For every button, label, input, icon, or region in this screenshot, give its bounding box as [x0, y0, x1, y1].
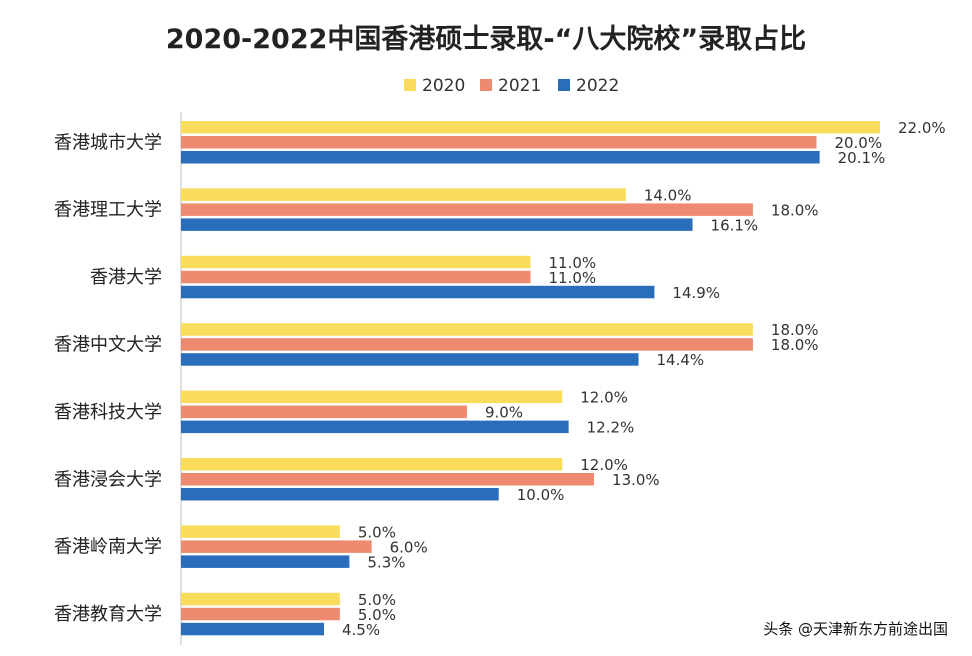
- bar-2021: [181, 338, 753, 351]
- category-label: 香港岭南大学: [54, 537, 162, 558]
- legend-swatch-2022: [558, 79, 570, 91]
- bar-2021: [181, 540, 372, 553]
- category-label: 香港大学: [90, 267, 162, 288]
- bar-2020: [181, 323, 753, 336]
- data-label-2022: 14.4%: [657, 351, 705, 369]
- bar-2020: [181, 188, 626, 201]
- data-label-2022: 12.2%: [587, 419, 635, 437]
- watermark-text: 头条 @天津新东方前途出国: [763, 620, 948, 638]
- category-label: 香港中文大学: [54, 334, 162, 355]
- bars-group: 香港城市大学 22.0% 20.0%20.1% 香港理工大学 14.0% 18.0% 16.…: [54, 119, 946, 639]
- bar-2021: [181, 607, 340, 621]
- bar-2020: [181, 121, 880, 134]
- data-label-2021: 13.0%: [612, 471, 660, 489]
- bar-2021: [181, 203, 753, 216]
- data-label-2022: 10.0%: [517, 486, 565, 504]
- legend-swatch-2020: [404, 79, 416, 91]
- bar-2020: [181, 592, 340, 606]
- data-label-2021: 11.0%: [549, 269, 597, 287]
- data-label-2020: 5.0%: [358, 523, 396, 541]
- data-label-2021: 18.0%: [771, 201, 819, 219]
- data-label-2022: 5.3%: [367, 553, 405, 571]
- legend-swatch-2021: [480, 79, 492, 91]
- data-label-2020: 22.0%: [898, 119, 946, 137]
- bar-2022: [181, 151, 820, 164]
- legend-label-2020: 2020: [422, 76, 465, 96]
- data-label-2021: 6.0%: [390, 538, 428, 556]
- data-label-2020: 18.0%: [771, 321, 819, 339]
- data-label-2020: 11.0%: [549, 254, 597, 272]
- bar-2020: [181, 255, 531, 269]
- bar-2022: [181, 622, 324, 636]
- bar-2021: [181, 405, 467, 419]
- chart-title: 2020-2022中国香港硕士录取-“八大院校”录取占比: [166, 23, 806, 55]
- bar-2021: [181, 270, 531, 284]
- legend-label-2022: 2022: [576, 76, 619, 96]
- bar-2021: [181, 136, 817, 149]
- bar-2022: [181, 285, 655, 299]
- bar-2022: [181, 555, 350, 568]
- data-label-2022: 4.5%: [342, 621, 380, 639]
- data-label-2021: 20.0%: [834, 134, 882, 152]
- data-label-2020: 14.0%: [644, 186, 692, 204]
- bar-2022: [181, 488, 499, 501]
- category-label: 香港科技大学: [54, 402, 162, 423]
- bar-2020: [181, 390, 563, 404]
- bar-2021: [181, 473, 595, 486]
- category-label: 香港城市大学: [54, 132, 162, 153]
- data-label-2020: 12.0%: [580, 389, 628, 407]
- data-label-2022: 14.9%: [672, 284, 720, 302]
- category-label: 香港教育大学: [54, 604, 162, 625]
- bar-2020: [181, 458, 563, 471]
- data-label-2021: 18.0%: [771, 336, 819, 354]
- data-label-2021: 9.0%: [485, 404, 523, 422]
- data-label-2021: 5.0%: [358, 606, 396, 624]
- category-label: 香港浸会大学: [54, 469, 162, 490]
- bar-2020: [181, 525, 340, 538]
- category-label: 香港理工大学: [54, 200, 162, 221]
- legend: 2020 2021 2022: [404, 76, 619, 96]
- bar-2022: [181, 218, 693, 231]
- data-label-2022: 16.1%: [711, 216, 759, 234]
- bar-2022: [181, 420, 569, 434]
- data-label-2020: 12.0%: [580, 456, 628, 474]
- data-label-2022: 20.1%: [838, 149, 886, 167]
- legend-label-2021: 2021: [498, 76, 541, 96]
- bar-2022: [181, 353, 639, 366]
- data-label-2020: 5.0%: [358, 591, 396, 609]
